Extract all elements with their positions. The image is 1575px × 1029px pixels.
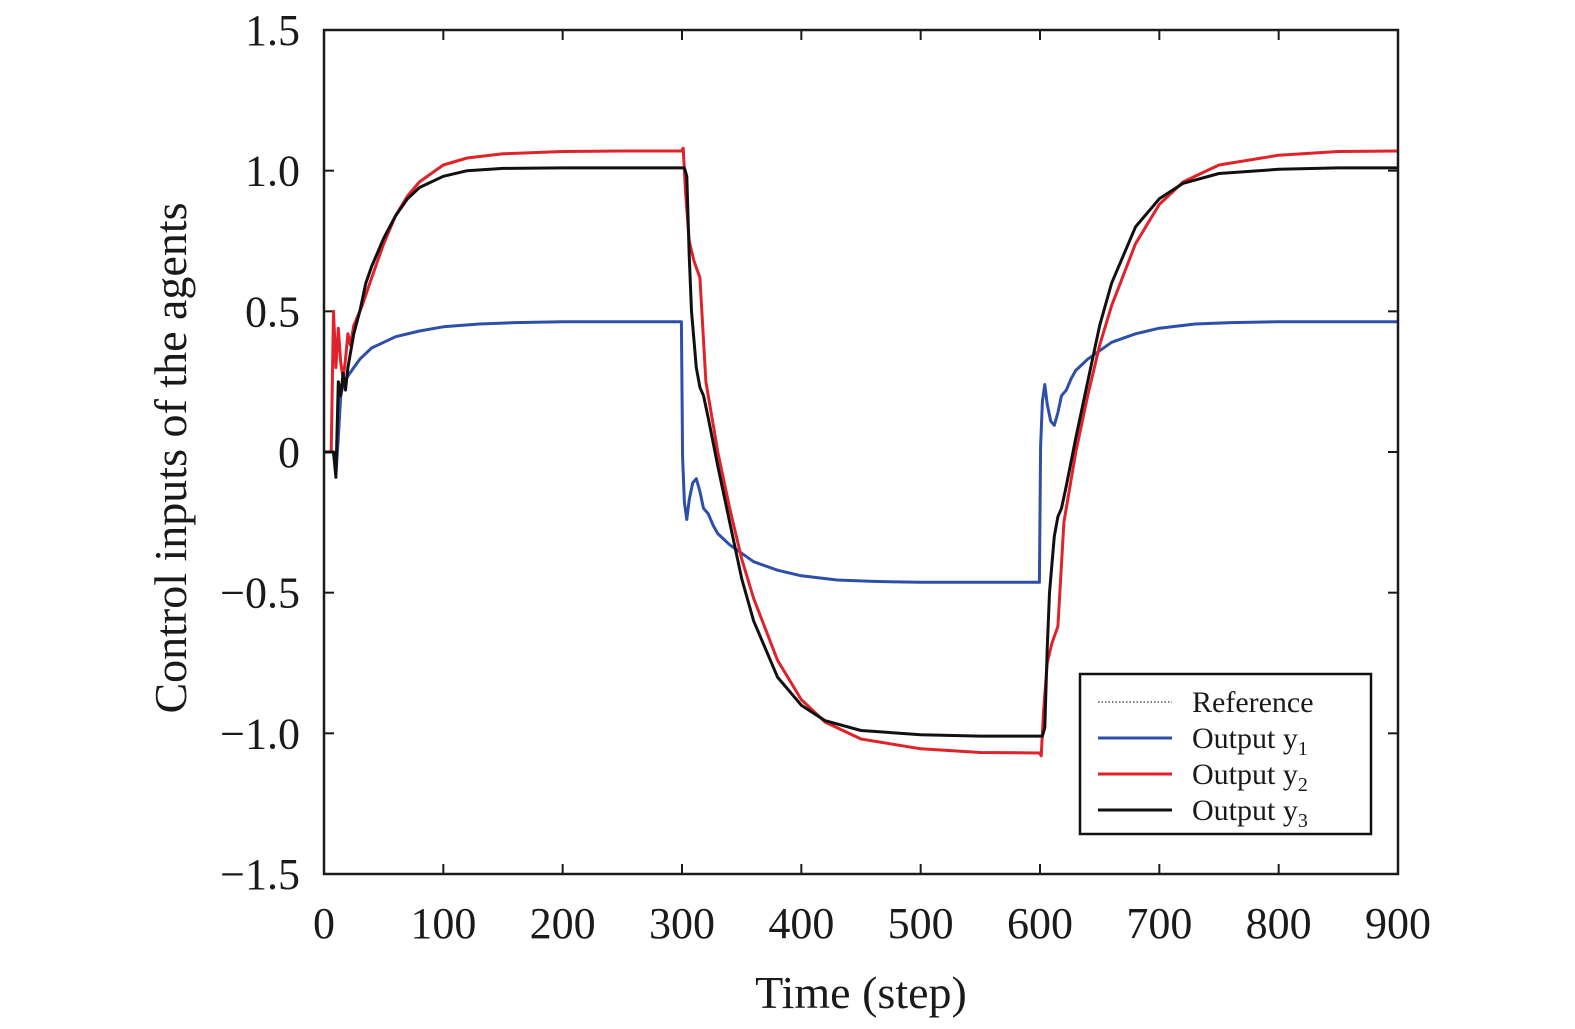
x-ticks: 0 100 200 300 400 500 600 700 800 900 bbox=[313, 30, 1431, 948]
y-tick-label: −1.0 bbox=[220, 709, 300, 758]
legend-box bbox=[1078, 672, 1373, 836]
y-axis-title: Control inputs of the agents bbox=[145, 202, 196, 713]
series-line-y3 bbox=[324, 166, 1398, 738]
legend-label: Reference bbox=[1192, 686, 1314, 719]
series-layer bbox=[324, 146, 1398, 758]
x-tick-label: 600 bbox=[1007, 899, 1073, 948]
x-tick-label: 0 bbox=[313, 899, 335, 948]
legend-label-main: Output y bbox=[1192, 758, 1298, 791]
x-tick-label: 100 bbox=[410, 899, 476, 948]
y-tick-label: −0.5 bbox=[220, 569, 300, 618]
legend-label-subscript: 2 bbox=[1298, 774, 1308, 796]
legend-label-subscript: 1 bbox=[1298, 738, 1308, 760]
x-tick-label: 900 bbox=[1365, 899, 1431, 948]
x-tick-label: 200 bbox=[530, 899, 596, 948]
legend-label-main: Reference bbox=[1192, 686, 1314, 719]
y-tick-label: 0.5 bbox=[245, 287, 300, 336]
y-tick-label: 0 bbox=[278, 428, 300, 477]
y-tick-label: 1.5 bbox=[245, 6, 300, 55]
series-line-y1 bbox=[324, 320, 1398, 584]
y-tick-label: −1.5 bbox=[220, 850, 300, 899]
legend-label: Output y3 bbox=[1192, 794, 1308, 832]
x-axis-title: Time (step) bbox=[755, 967, 967, 1018]
plot-frame bbox=[322, 28, 1400, 876]
x-tick-label: 500 bbox=[888, 899, 954, 948]
legend-label-subscript: 3 bbox=[1298, 810, 1308, 832]
x-tick-label: 700 bbox=[1126, 899, 1192, 948]
y-ticks: 1.5 1.0 0.5 0 −0.5 −1.0 −1.5 bbox=[220, 6, 1398, 899]
y-tick-label: 1.0 bbox=[245, 147, 300, 196]
legend-label: Output y2 bbox=[1192, 758, 1308, 796]
series-line-y2 bbox=[324, 146, 1398, 758]
x-tick-label: 800 bbox=[1246, 899, 1312, 948]
x-tick-label: 300 bbox=[649, 899, 715, 948]
legend-label-main: Output y bbox=[1192, 794, 1298, 827]
legend-label: Output y1 bbox=[1192, 722, 1308, 760]
legend-label-main: Output y bbox=[1192, 722, 1298, 755]
x-tick-label: 400 bbox=[768, 899, 834, 948]
